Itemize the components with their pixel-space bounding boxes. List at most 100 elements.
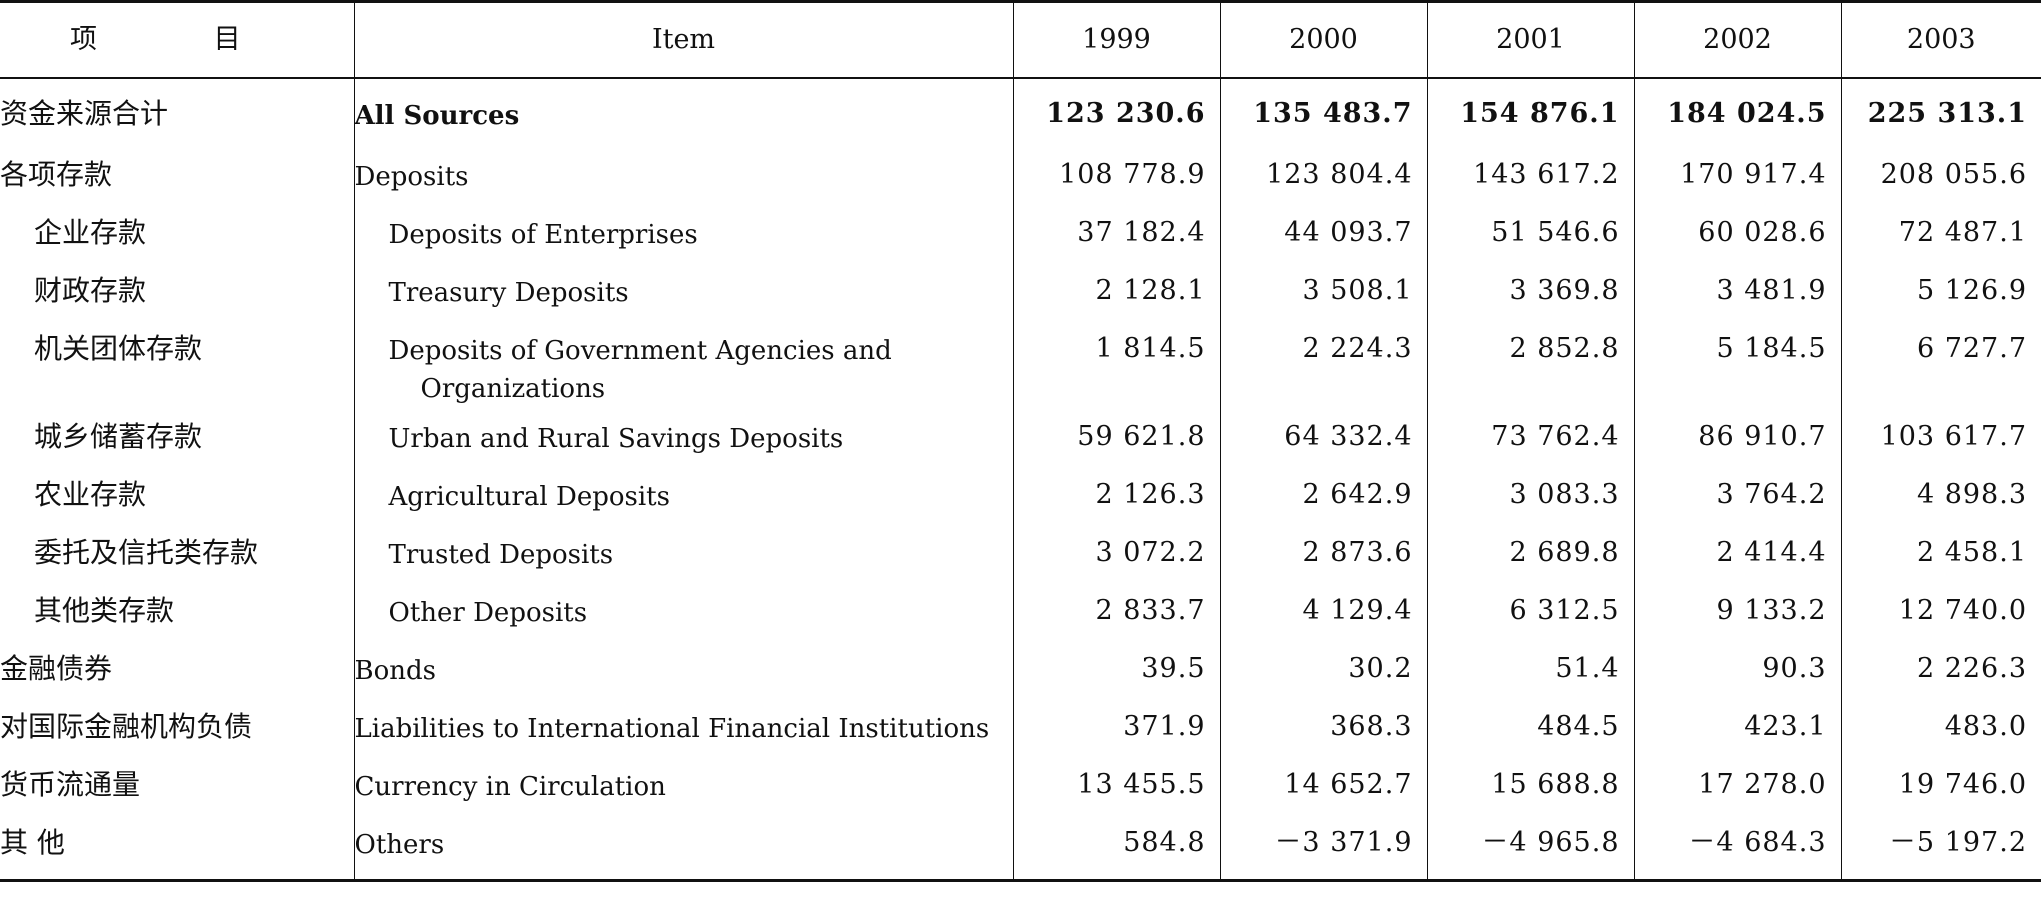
value-cell: 108 778.9	[1012, 146, 1220, 204]
row-label-en: Liabilities to International Financial I…	[353, 698, 1013, 756]
value-cell: 3 764.2	[1633, 466, 1841, 524]
value-cell: 2 224.3	[1219, 320, 1427, 408]
value-cell: 6 312.5	[1426, 582, 1634, 640]
value-cell: 2 833.7	[1012, 582, 1220, 640]
value-cell: －4 684.3	[1633, 814, 1841, 882]
row-label-en: Agricultural Deposits	[353, 466, 1013, 524]
value-cell: 12 740.0	[1840, 582, 2041, 640]
value-cell: 30.2	[1219, 640, 1427, 698]
header-item-en: Item	[353, 0, 1013, 79]
table-row: 货币流通量 Currency in Circulation 13 455.5 1…	[0, 756, 2041, 814]
table-row: 委托及信托类存款 Trusted Deposits 3 072.2 2 873.…	[0, 524, 2041, 582]
table-row: 资金来源合计 All Sources 123 230.6 135 483.7 1…	[0, 78, 2041, 146]
value-cell: －5 197.2	[1840, 814, 2041, 882]
value-cell: 37 182.4	[1012, 204, 1220, 262]
value-cell: 123 804.4	[1219, 146, 1427, 204]
value-cell: 4 129.4	[1219, 582, 1427, 640]
value-cell: 371.9	[1012, 698, 1220, 756]
value-cell: 143 617.2	[1426, 146, 1634, 204]
table-row: 各项存款 Deposits 108 778.9 123 804.4 143 61…	[0, 146, 2041, 204]
row-label-cn: 其他类存款	[34, 594, 175, 627]
row-label-cn: 财政存款	[34, 274, 147, 307]
table-row: 金融债券 Bonds 39.5 30.2 51.4 90.3 2 226.3	[0, 640, 2041, 698]
row-label-en: Deposits of Government Agencies and Orga…	[353, 320, 1013, 408]
row-label-cn: 企业存款	[34, 216, 147, 249]
value-cell: 51.4	[1426, 640, 1634, 698]
row-label-cn: 各项存款	[0, 158, 113, 191]
table-row: 对国际金融机构负债 Liabilities to International F…	[0, 698, 2041, 756]
value-cell: 2 458.1	[1840, 524, 2041, 582]
value-cell: 483.0	[1840, 698, 2041, 756]
value-cell: －3 371.9	[1219, 814, 1427, 882]
row-label-cn: 金融债券	[0, 652, 113, 685]
value-cell: 15 688.8	[1426, 756, 1634, 814]
value-cell: 225 313.1	[1840, 78, 2041, 146]
value-cell: 72 487.1	[1840, 204, 2041, 262]
row-label-cn: 委托及信托类存款	[34, 536, 259, 569]
value-cell: 5 184.5	[1633, 320, 1841, 408]
row-label-en-line1: Deposits of Government Agencies and	[388, 336, 892, 366]
value-cell: 86 910.7	[1633, 408, 1841, 466]
value-cell: 14 652.7	[1219, 756, 1427, 814]
row-label-en: Deposits of Enterprises	[353, 204, 1013, 262]
table-row: 其 他 Others 584.8 －3 371.9 －4 965.8 －4 68…	[0, 814, 2041, 882]
row-label-en: All Sources	[353, 78, 1013, 146]
value-cell: 2 852.8	[1426, 320, 1634, 408]
table-row: 机关团体存款 Deposits of Government Agencies a…	[0, 320, 2041, 408]
row-label-en: Bonds	[353, 640, 1013, 698]
header-year: 2001	[1426, 0, 1634, 79]
value-cell: 1 814.5	[1012, 320, 1220, 408]
value-cell: 135 483.7	[1219, 78, 1427, 146]
row-label-en: Urban and Rural Savings Deposits	[353, 408, 1013, 466]
value-cell: 123 230.6	[1012, 78, 1220, 146]
row-label-cn: 机关团体存款	[34, 332, 203, 365]
value-cell: 3 508.1	[1219, 262, 1427, 320]
value-cell: 4 898.3	[1840, 466, 2041, 524]
row-label-en: Deposits	[353, 146, 1013, 204]
row-label-en: Treasury Deposits	[353, 262, 1013, 320]
value-cell: 64 332.4	[1219, 408, 1427, 466]
row-label-en: Trusted Deposits	[353, 524, 1013, 582]
value-cell: 59 621.8	[1012, 408, 1220, 466]
value-cell: 2 414.4	[1633, 524, 1841, 582]
value-cell: 60 028.6	[1633, 204, 1841, 262]
value-cell: 484.5	[1426, 698, 1634, 756]
table-row: 财政存款 Treasury Deposits 2 128.1 3 508.1 3…	[0, 262, 2041, 320]
header-year: 2003	[1840, 0, 2041, 79]
row-label-cn: 资金来源合计	[0, 97, 169, 130]
row-label-en: Other Deposits	[353, 582, 1013, 640]
table-row: 其他类存款 Other Deposits 2 833.7 4 129.4 6 3…	[0, 582, 2041, 640]
table-row: 城乡储蓄存款 Urban and Rural Savings Deposits …	[0, 408, 2041, 466]
row-label-cn: 城乡储蓄存款	[34, 420, 203, 453]
header-year: 2002	[1633, 0, 1841, 79]
value-cell: 2 689.8	[1426, 524, 1634, 582]
header-year: 1999	[1012, 0, 1220, 79]
value-cell: 3 072.2	[1012, 524, 1220, 582]
header-item-cn: 项 目	[0, 0, 354, 79]
value-cell: 368.3	[1219, 698, 1427, 756]
sources-of-funds-table: 项 目 Item 1999 2000 2001 2002 2003 资金来源合计…	[0, 0, 2041, 882]
value-cell: －4 965.8	[1426, 814, 1634, 882]
value-cell: 3 369.8	[1426, 262, 1634, 320]
row-label-cn: 对国际金融机构负债	[0, 710, 253, 743]
value-cell: 9 133.2	[1633, 582, 1841, 640]
value-cell: 2 126.3	[1012, 466, 1220, 524]
value-cell: 2 128.1	[1012, 262, 1220, 320]
row-label-cn: 农业存款	[34, 478, 147, 511]
row-label-en-line2: Organizations	[420, 374, 606, 404]
value-cell: 19 746.0	[1840, 756, 2041, 814]
value-cell: 2 642.9	[1219, 466, 1427, 524]
value-cell: 423.1	[1633, 698, 1841, 756]
table-row: 农业存款 Agricultural Deposits 2 126.3 2 642…	[0, 466, 2041, 524]
value-cell: 44 093.7	[1219, 204, 1427, 262]
value-cell: 103 617.7	[1840, 408, 2041, 466]
value-cell: 170 917.4	[1633, 146, 1841, 204]
header-year: 2000	[1219, 0, 1427, 79]
value-cell: 51 546.6	[1426, 204, 1634, 262]
row-label-cn: 其 他	[0, 814, 354, 882]
header-row: 项 目 Item 1999 2000 2001 2002 2003	[0, 0, 2041, 79]
value-cell: 73 762.4	[1426, 408, 1634, 466]
value-cell: 2 873.6	[1219, 524, 1427, 582]
value-cell: 13 455.5	[1012, 756, 1220, 814]
value-cell: 154 876.1	[1426, 78, 1634, 146]
